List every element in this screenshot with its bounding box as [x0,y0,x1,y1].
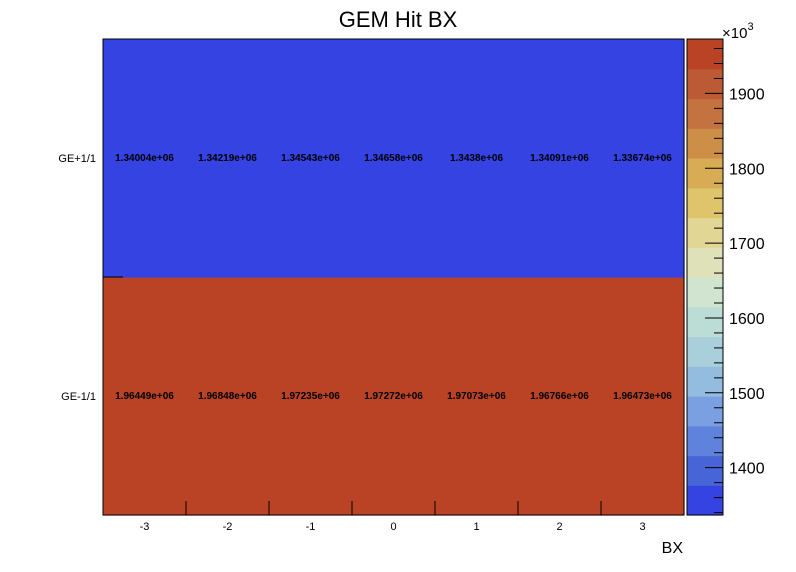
heatmap-cell [352,277,436,516]
colorbar-segment [687,336,723,367]
colorbar-tick-label: 1800 [729,161,765,178]
colorbar-frame [686,38,724,516]
x-tick-label: 3 [639,521,645,533]
cell-value-label: 1.96848e+06 [198,391,257,402]
colorbar-segment [687,455,723,486]
heatmap-cell [601,39,685,278]
heatmap-cell [269,39,353,278]
heatmap-cell [269,277,353,516]
x-tick-label: 2 [556,521,562,533]
cell-value-label: 1.97272e+06 [364,391,423,402]
y-tick-label: GE-1/1 [61,391,96,403]
x-tick-label: -3 [140,521,150,533]
cell-value-label: 1.34543e+06 [281,153,340,164]
colorbar-segment [687,277,723,308]
x-axis: -3 -2 -1 0 1 2 3 [140,501,646,533]
colorbar-segment [687,247,723,278]
colorbar-tick-label: 1600 [729,311,765,328]
cell-value-label: 1.34658e+06 [364,153,423,164]
x-tick-label: -1 [306,521,316,533]
colorbar-segment [687,39,723,70]
y-tick-label: GE+1/1 [58,153,96,165]
colorbar-segment [687,128,723,159]
y-axis: GE-1/1 GE+1/1 [58,153,123,516]
heatmap-cell [103,277,187,516]
heatmap-cell [601,277,685,516]
heatmap-cell [186,277,270,516]
cell-value-label: 1.96449e+06 [115,391,174,402]
heatmap-cell [352,39,436,278]
cell-value-label: 1.3438e+06 [450,153,504,164]
colorbar-segment [687,158,723,189]
colorbar-tick-label: 1700 [729,236,765,253]
colorbar-segment [687,425,723,457]
cell-value-label: 1.96473e+06 [613,391,672,402]
z-axis-multiplier: ×103 [722,21,754,42]
chart-title: GEM Hit BX [339,7,458,32]
x-axis-title: BX [662,540,684,557]
heatmap-cells [103,39,685,516]
cell-value-label: 1.34091e+06 [530,153,589,164]
heatmap-cell [435,39,519,278]
cell-value-label: 1.97073e+06 [447,391,506,402]
cell-value-label: 1.34219e+06 [198,153,257,164]
x-tick-label: -2 [223,521,233,533]
heatmap-cell [103,39,187,278]
colorbar-segment [687,98,723,129]
heatmap-cell [518,277,602,516]
z-axis-multiplier-exponent: 3 [747,21,753,33]
colorbar-segment [687,485,723,516]
colorbar-segment [687,68,723,100]
colorbar-tick-label: 1500 [729,386,765,403]
cell-value-label: 1.34004e+06 [115,153,174,164]
x-tick-label: 0 [390,521,396,533]
color-scale-bar: 1400 1500 1600 1700 1800 1900 [686,38,765,516]
heatmap-cell [435,277,519,516]
colorbar-segment [687,306,723,338]
cell-value-labels: 1.96449e+06 1.96848e+06 1.97235e+06 1.97272… [115,153,672,402]
colorbar-segment [687,396,723,427]
x-tick-label: 1 [473,521,479,533]
cell-value-label: 1.33674e+06 [613,153,672,164]
colorbar-tick-label: 1900 [729,86,765,103]
cell-value-label: 1.97235e+06 [281,391,340,402]
colorbar-segment [687,366,723,397]
colorbar-tick-label: 1400 [729,461,765,478]
heatmap-cell [186,39,270,278]
z-axis-multiplier-base: ×10 [722,25,747,42]
cell-value-label: 1.96766e+06 [530,391,589,402]
heatmap-cell [518,39,602,278]
